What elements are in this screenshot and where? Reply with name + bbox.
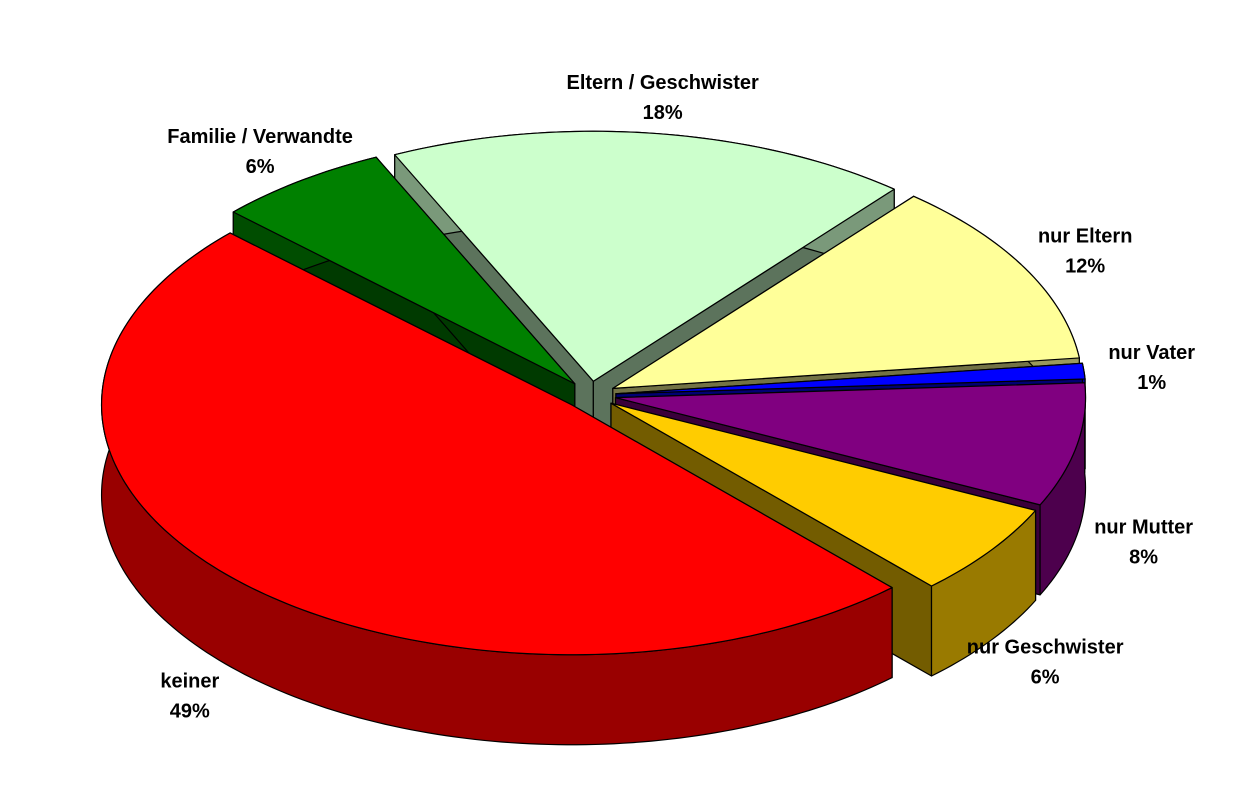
slice: [100, 232, 893, 746]
slice-label: keiner: [160, 671, 219, 693]
slice: [614, 382, 1087, 506]
slice-label: nur Vater: [1108, 342, 1195, 364]
slice-value-label: 8%: [1129, 547, 1158, 569]
slice-label: nur Mutter: [1094, 517, 1193, 539]
slice: [394, 130, 895, 382]
slice-label: Eltern / Geschwister: [566, 72, 759, 94]
slice: [615, 362, 1086, 395]
slice-value-label: 12%: [1065, 256, 1105, 278]
slice: [610, 402, 1037, 587]
slice-label: nur Eltern: [1038, 226, 1132, 248]
slice-value-label: 49%: [170, 701, 210, 723]
slice-value-label: 6%: [246, 156, 275, 178]
slice-value-label: 18%: [643, 102, 683, 124]
slice-value-label: 1%: [1137, 372, 1166, 394]
slice-label: Familie / Verwandte: [167, 126, 353, 148]
slice: [100, 232, 893, 656]
slice: [232, 156, 576, 385]
slice: [612, 195, 1080, 389]
slice-value-label: 6%: [1031, 666, 1060, 688]
slice-label: nur Geschwister: [967, 636, 1124, 658]
